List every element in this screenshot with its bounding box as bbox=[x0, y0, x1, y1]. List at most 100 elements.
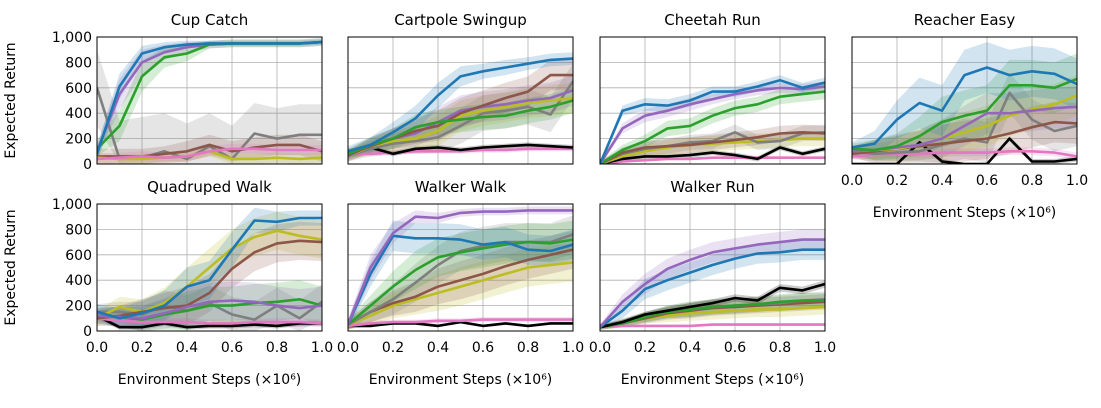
band-walker-run-blue bbox=[600, 239, 825, 330]
x-tick-label: 0.6 bbox=[724, 340, 746, 356]
x-tick-label: 1.0 bbox=[814, 340, 836, 356]
series-line-reacher-easy-black bbox=[852, 137, 1077, 164]
x-tick-label: 0.4 bbox=[931, 173, 953, 189]
y-tick-label: 600 bbox=[65, 248, 92, 264]
series-line-walker-walk-pink bbox=[348, 318, 573, 328]
series-line-cartpole-swingup-olive bbox=[348, 96, 573, 158]
x-tick-label: 0.8 bbox=[1021, 173, 1043, 189]
series-line-walker-walk-green bbox=[348, 238, 573, 326]
series-line-quadruped-walk-olive bbox=[97, 229, 322, 320]
series-line-cheetah-run-black bbox=[600, 146, 825, 164]
band-walker-walk-green bbox=[348, 220, 573, 330]
x-tick-label: 1.0 bbox=[1066, 173, 1088, 189]
series-line-cheetah-run-brown bbox=[600, 131, 825, 164]
series-line-walker-run-pink bbox=[600, 323, 825, 329]
panel-frame bbox=[347, 36, 574, 165]
series-line-reacher-easy-gray bbox=[852, 91, 1077, 156]
y-tick-label: 0 bbox=[83, 324, 92, 340]
panel-title: Cup Catch bbox=[171, 11, 249, 29]
x-tick-label: 0.2 bbox=[382, 340, 404, 356]
series-line-walker-walk-brown bbox=[348, 248, 573, 326]
series-line-walker-walk-purple bbox=[348, 209, 573, 326]
x-tick-label: 0.0 bbox=[86, 340, 108, 356]
x-tick-label: 1.0 bbox=[311, 340, 333, 356]
y-tick-label: 1,000 bbox=[52, 30, 92, 46]
x-tick-label: 0.2 bbox=[131, 340, 153, 356]
x-axis-label: Environment Steps (×10⁶) bbox=[118, 372, 302, 388]
series-line-reacher-easy-green bbox=[852, 77, 1077, 152]
series-line-quadruped-walk-purple bbox=[97, 299, 322, 320]
y-tick-label: 200 bbox=[65, 299, 92, 315]
series-line-walker-walk-olive bbox=[348, 261, 573, 326]
series-line-walker-run-black bbox=[600, 282, 825, 329]
band-reacher-easy-blue bbox=[852, 42, 1077, 157]
series-line-cheetah-run-blue bbox=[600, 78, 825, 164]
series-line-cartpole-swingup-blue bbox=[348, 57, 573, 153]
series-line-quadruped-walk-pink bbox=[97, 316, 322, 325]
panel-frame bbox=[599, 203, 826, 332]
x-tick-label: 0.6 bbox=[221, 340, 243, 356]
series-line-walker-run-purple bbox=[600, 238, 825, 329]
series-line-walker-run-blue bbox=[600, 248, 825, 329]
y-tick-label: 800 bbox=[65, 55, 92, 71]
x-tick-label: 0.4 bbox=[679, 340, 701, 356]
series-line-quadruped-walk-brown bbox=[97, 239, 322, 320]
series-line-cheetah-run-green bbox=[600, 90, 825, 164]
panel-frame bbox=[599, 36, 826, 165]
series-line-quadruped-walk-black bbox=[97, 314, 322, 329]
x-tick-label: 0.8 bbox=[769, 340, 791, 356]
series-line-walker-walk-blue bbox=[348, 234, 573, 326]
x-tick-label: 0.4 bbox=[176, 340, 198, 356]
band-cartpole-swingup-blue bbox=[348, 52, 573, 157]
panel-frame bbox=[347, 203, 574, 332]
band-cheetah-run-green bbox=[600, 84, 825, 164]
x-tick-label: 0.0 bbox=[841, 173, 863, 189]
y-axis-label: Expected Return bbox=[3, 209, 19, 325]
series-line-cartpole-swingup-green bbox=[348, 99, 573, 156]
panel-title: Walker Walk bbox=[415, 178, 507, 196]
panel-frame bbox=[96, 203, 323, 332]
y-tick-label: 1,000 bbox=[52, 197, 92, 213]
band-walker-run-olive bbox=[600, 299, 825, 330]
x-axis-label: Environment Steps (×10⁶) bbox=[621, 372, 805, 388]
x-tick-label: 0.8 bbox=[517, 340, 539, 356]
panel-title: Cheetah Run bbox=[664, 11, 761, 29]
panel-frame bbox=[851, 36, 1078, 165]
panel-title: Walker Run bbox=[670, 178, 754, 196]
x-tick-label: 0.2 bbox=[886, 173, 908, 189]
band-quadruped-walk-gray bbox=[97, 284, 322, 331]
y-tick-label: 400 bbox=[65, 106, 92, 122]
series-line-reacher-easy-blue bbox=[852, 66, 1077, 149]
series-line-walker-run-green bbox=[600, 299, 825, 329]
x-tick-label: 0.0 bbox=[337, 340, 359, 356]
series-line-walker-walk-black bbox=[348, 320, 573, 328]
x-tick-label: 0.8 bbox=[266, 340, 288, 356]
x-tick-label: 0.6 bbox=[472, 340, 494, 356]
y-tick-label: 400 bbox=[65, 273, 92, 289]
x-axis-label: Environment Steps (×10⁶) bbox=[369, 372, 553, 388]
y-tick-label: 0 bbox=[83, 157, 92, 173]
y-tick-label: 800 bbox=[65, 222, 92, 238]
panel-title: Reacher Easy bbox=[914, 11, 1016, 29]
series-line-cup-catch-pink bbox=[97, 147, 322, 161]
series-line-quadruped-walk-blue bbox=[97, 216, 322, 320]
series-line-cartpole-swingup-black bbox=[348, 143, 573, 156]
y-axis-label: Expected Return bbox=[3, 42, 19, 158]
band-walker-walk-blue bbox=[348, 220, 573, 330]
y-tick-label: 200 bbox=[65, 132, 92, 148]
band-cheetah-run-black bbox=[600, 144, 825, 164]
band-reacher-easy-green bbox=[852, 53, 1077, 161]
series-line-cup-catch-blue bbox=[97, 40, 322, 156]
x-tick-label: 0.2 bbox=[634, 340, 656, 356]
panel-frame bbox=[96, 36, 323, 165]
x-tick-label: 1.0 bbox=[562, 340, 584, 356]
panel-title: Quadruped Walk bbox=[147, 178, 272, 196]
x-tick-label: 0.0 bbox=[589, 340, 611, 356]
series-line-cheetah-run-pink bbox=[600, 156, 825, 164]
panel-title: Cartpole Swingup bbox=[394, 11, 527, 29]
series-line-cheetah-run-purple bbox=[600, 85, 825, 164]
x-axis-label: Environment Steps (×10⁶) bbox=[873, 205, 1057, 221]
y-tick-label: 600 bbox=[65, 81, 92, 97]
x-tick-label: 0.4 bbox=[427, 340, 449, 356]
